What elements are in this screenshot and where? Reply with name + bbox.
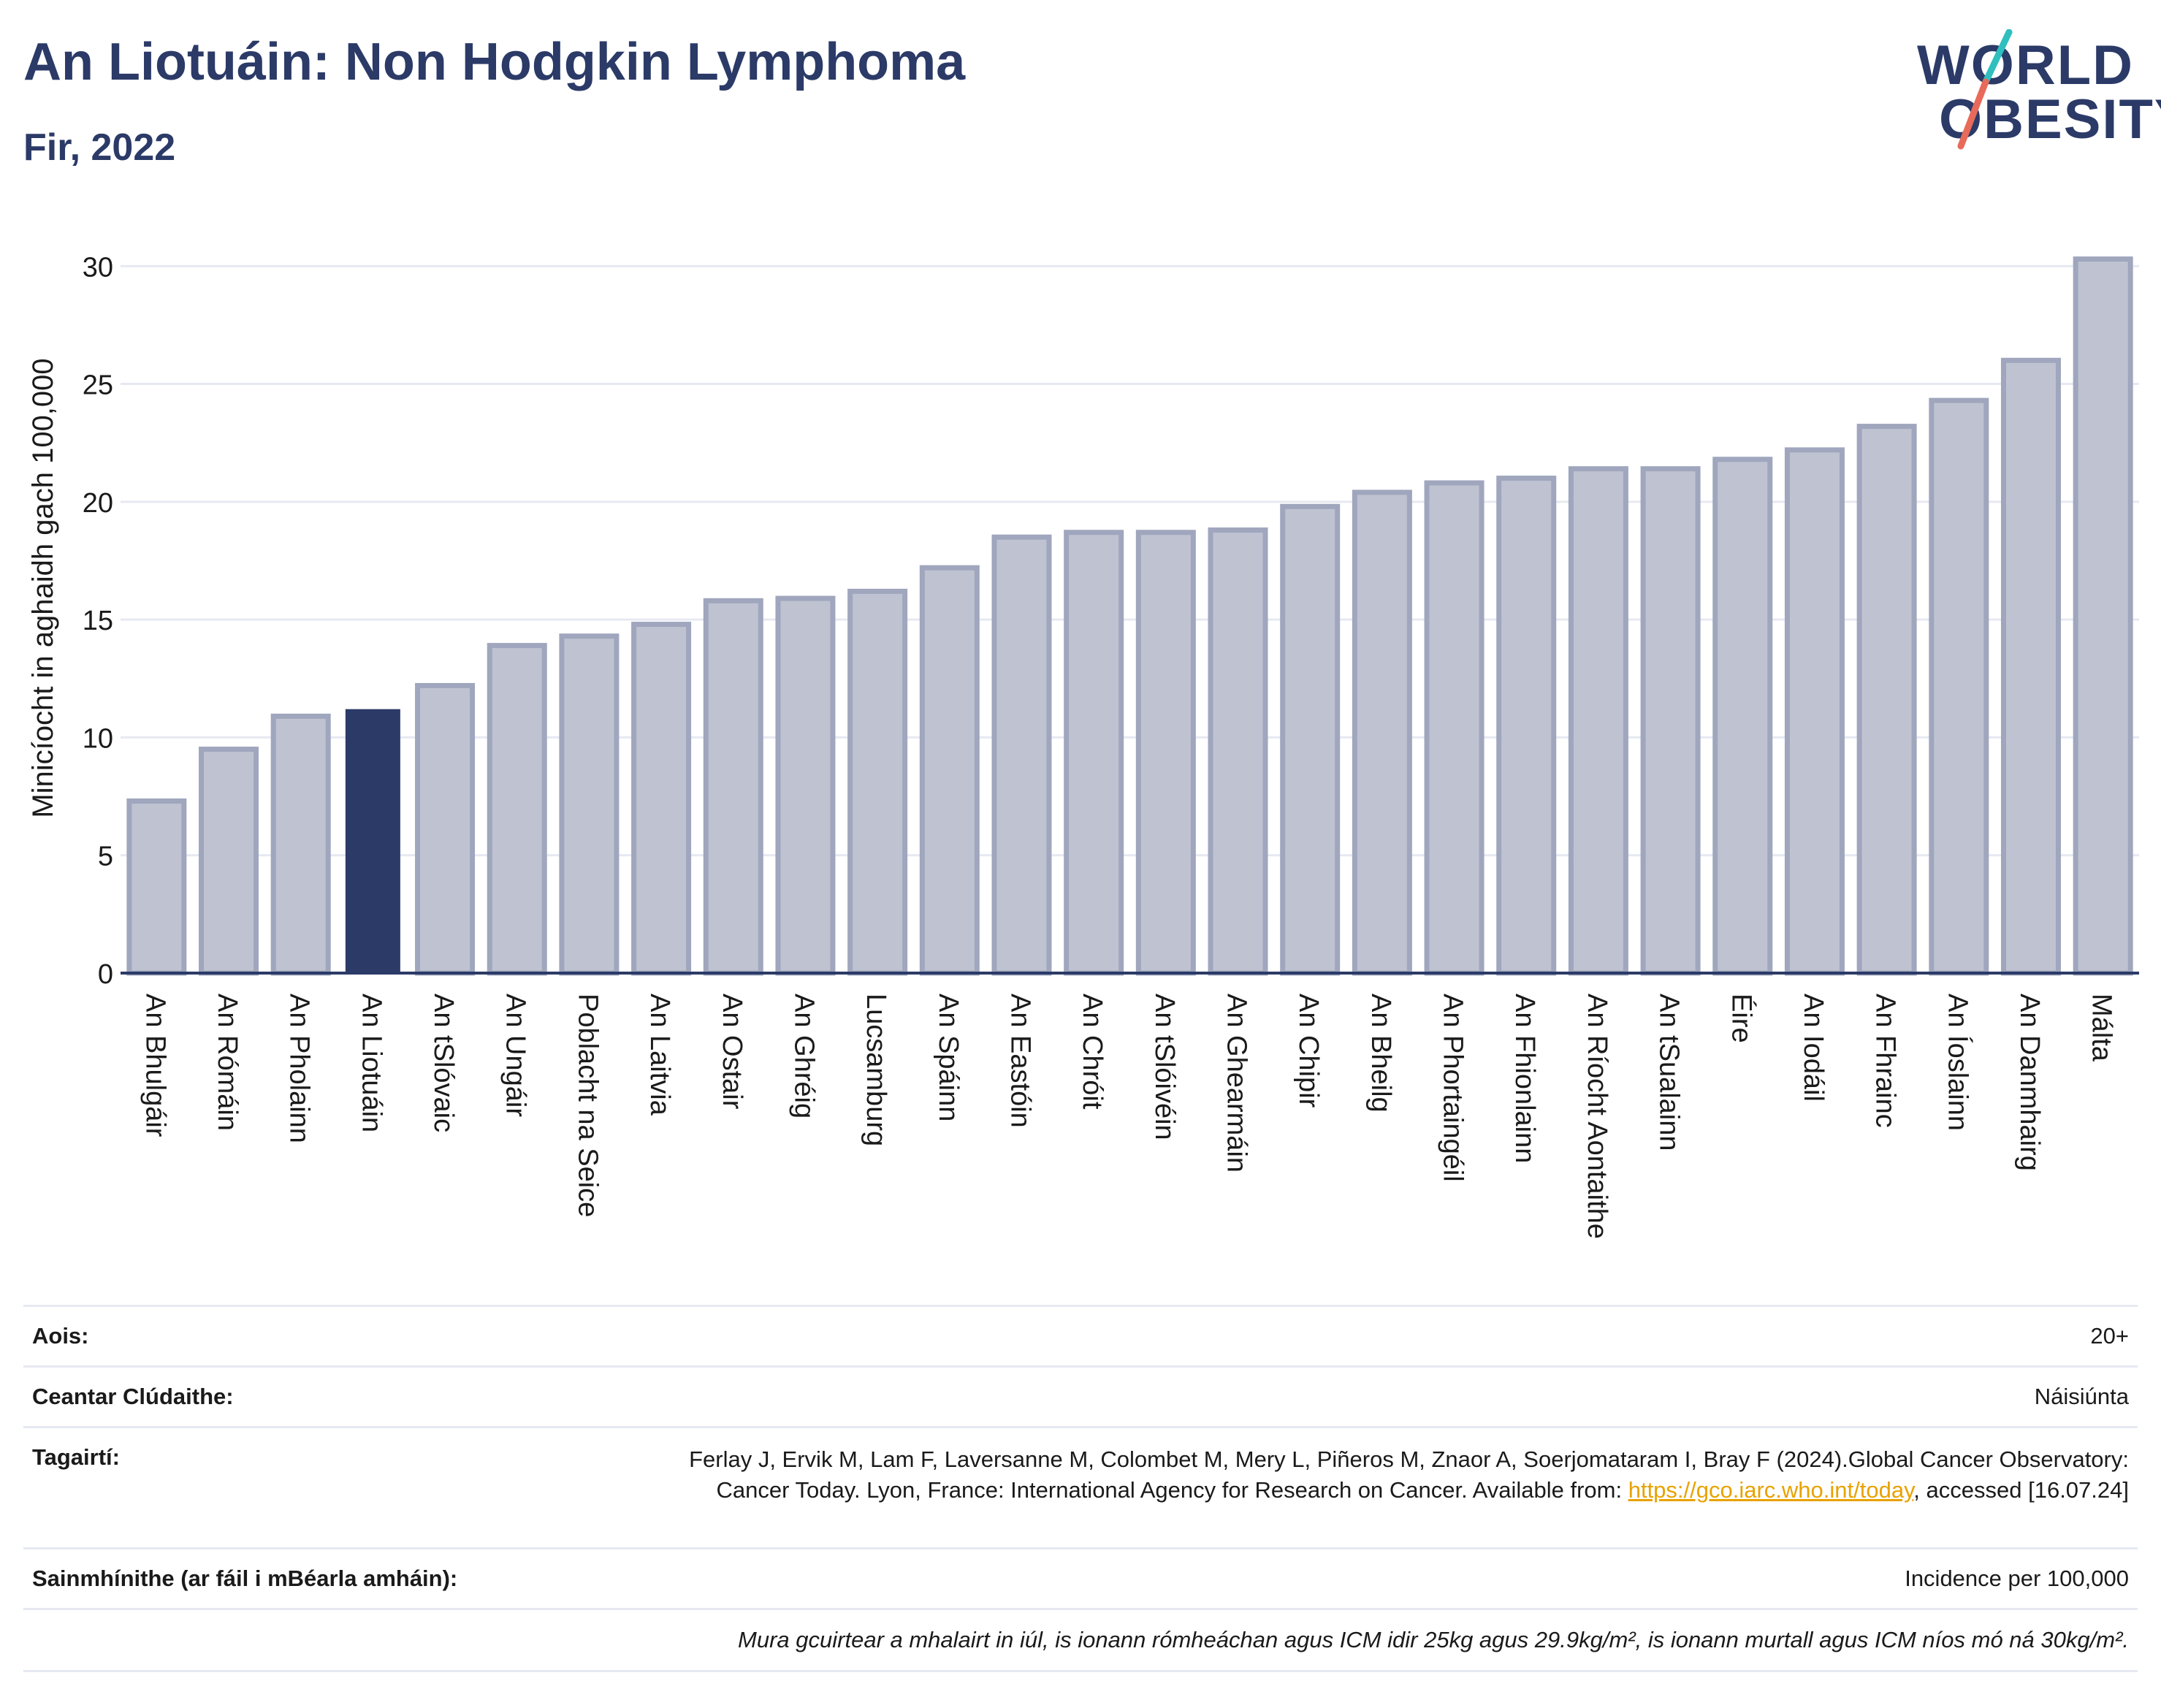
bars [121,256,2139,976]
x-tick-label: An Ostair [717,994,747,1110]
chart-subtitle: Fir, 2022 [23,126,176,169]
x-tick-label: An Fhionlainn [1509,994,1540,1163]
x-tick-label: An Chróit [1077,994,1108,1110]
x-axis-ticks: An Bhulgáir An Rómáin An Pholainn An Liotuá… [140,994,2116,1239]
bar [1784,447,1845,976]
y-tick-label: 30 [83,252,113,283]
x-tick-label: An Iodáil [1798,994,1829,1102]
bar [1640,466,1701,976]
age-label: Aois: [32,1323,89,1349]
bar [487,643,547,976]
bar [1064,530,1124,976]
bar [345,709,400,973]
references-label: Tagairtí: [32,1444,120,1470]
y-axis-label: Minicíocht in aghaidh gach 100,000 [27,358,59,817]
bar [270,713,331,976]
references-body: Ferlay J, Ervik M, Lam F, Laversanne M, … [689,1446,2129,1503]
coverage-value: Náisiúnta [2034,1384,2129,1409]
coverage-label: Ceantar Clúdaithe: [32,1384,234,1409]
x-tick-label: An Ghréig [788,994,819,1118]
bar [199,747,259,976]
bar [1712,457,1773,976]
references-row: Tagairtí: Ferlay J, Ervik M, Lam F, Lave… [23,1426,2138,1547]
x-tick-label: Éire [1726,994,1757,1043]
x-tick-label: An Liotuáin [356,994,386,1132]
x-tick-label: An Chipir [1293,994,1324,1108]
x-tick-label: An Fhrainc [1870,994,1901,1128]
x-tick-label: An tSlóivéin [1149,994,1180,1140]
y-tick-label: 20 [83,488,113,519]
references-tail: , accessed [16.07.24] [1913,1477,2129,1503]
world-obesity-logo: WORLD OBESITY [1899,29,2161,157]
footnote: Mura gcuirtear a mhalairt in iúl, is ion… [738,1627,2129,1652]
x-tick-label: An Rómáin [212,994,243,1131]
y-tick-label: 15 [83,606,113,636]
bar [415,682,476,976]
bar [1352,489,1412,976]
y-tick-label: 5 [98,842,113,872]
bar [1856,424,1917,976]
x-tick-label: An Ghearmáin [1221,994,1252,1173]
bar [2000,357,2061,976]
bar [631,622,692,976]
bar [1208,527,1268,976]
bar [2073,256,2133,976]
y-tick-label: 25 [83,370,113,401]
x-tick-label: An Laitvia [644,994,675,1116]
y-tick-label: 0 [98,959,113,990]
metadata-table: Aois: 20+ Ceantar Clúdaithe: Náisiúnta T… [23,1305,2138,1672]
x-tick-label: Poblacht na Seice [572,994,603,1217]
bar [991,534,1052,976]
bar [1496,476,1557,976]
bar [1568,466,1628,976]
bar [1929,397,1989,976]
bar [126,798,187,976]
x-tick-label: An tSlóvaic [428,994,459,1132]
bar [559,633,620,976]
note-row: Mura gcuirtear a mhalairt in iúl, is ion… [23,1608,2138,1672]
x-tick-label: Málta [2086,994,2117,1062]
y-tick-label: 10 [83,723,113,754]
definitions-row: Sainmhínithe (ar fáil i mBéarla amháin):… [23,1547,2138,1608]
x-tick-label: An tSualainn [1654,994,1685,1151]
references-link[interactable]: https://gco.iarc.who.int/today [1628,1477,1914,1503]
definitions-value: Incidence per 100,000 [1905,1566,2129,1591]
bar [919,565,980,976]
x-tick-label: An Bheilg [1365,994,1396,1113]
x-tick-label: An Ríocht Aontaithe [1582,994,1612,1239]
y-axis-ticks: 0 5 10 15 20 25 30 [83,252,113,990]
bar [775,595,836,976]
age-value: 20+ [2090,1323,2129,1349]
x-tick-label: An Íoslainn [1942,994,1973,1131]
x-tick-label: An Ungáir [500,994,531,1117]
age-row: Aois: 20+ [23,1305,2138,1365]
x-tick-label: An Danmhairg [2014,994,2045,1171]
logo-line1: WORLD [1917,34,2135,96]
chart-title: An Liotuáin: Non Hodgkin Lymphoma [23,33,966,91]
x-tick-label: An Eastóin [1005,994,1035,1128]
bar-chart: 0 5 10 15 20 25 30 An Bhulgáir An Rómáin An Phol… [27,252,2139,1239]
logo-slash-icon [1957,29,2013,150]
bar [1280,503,1341,976]
x-tick-label: An Pholainn [284,994,315,1143]
x-tick-label: Lucsamburg [861,994,891,1146]
references-text: Ferlay J, Ervik M, Lam F, Laversanne M, … [631,1444,2129,1547]
coverage-row: Ceantar Clúdaithe: Náisiúnta [23,1365,2138,1426]
bar [1424,480,1485,976]
x-tick-label: An Phortaingéil [1438,994,1468,1182]
x-tick-label: An Spáinn [933,994,964,1121]
x-tick-label: An Bhulgáir [140,994,170,1137]
bar [703,598,763,976]
bar [847,588,908,976]
bar [1135,530,1196,976]
definitions-label: Sainmhínithe (ar fáil i mBéarla amháin): [32,1566,458,1591]
